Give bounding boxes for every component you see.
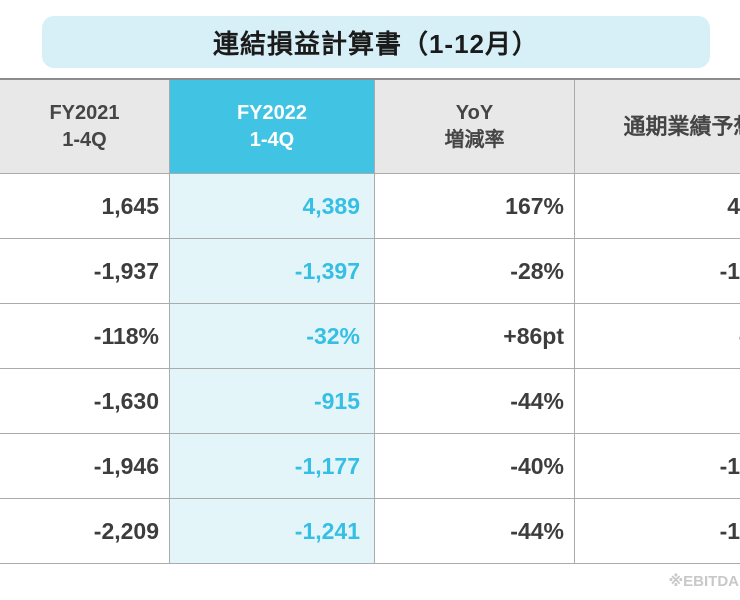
header-cell-fy2022: FY2022 1-4Q (170, 80, 375, 174)
table-cell-fy2022: -1,241 (170, 499, 375, 564)
table-cell-forecast: -1,54 (575, 239, 740, 304)
table-cell-yoy: +86pt (375, 304, 575, 369)
header-yoy-line1: YoY (455, 101, 494, 124)
header-fy2022-line1: FY2022 (236, 101, 308, 124)
header-cell-fy2021: FY2021 1-4Q (0, 80, 170, 174)
table-cell-forecast: 4,32 (575, 174, 740, 239)
table-cell-fy2021: -1,946 (0, 434, 170, 499)
table-grid: FY2021 1-4Q FY2022 1-4Q YoY 増減率 通期業績予想 1… (0, 80, 740, 564)
table-cell-forecast: -36 (575, 304, 740, 369)
header-cell-yoy: YoY 増減率 (375, 80, 575, 174)
table-cell-yoy: -28% (375, 239, 575, 304)
table-cell-fy2021: -2,209 (0, 499, 170, 564)
table-cell-fy2022: 4,389 (170, 174, 375, 239)
table-cell-fy2022: -915 (170, 369, 375, 434)
header-yoy-line2: 増減率 (444, 128, 505, 151)
header-fy2022-line2: 1-4Q (249, 128, 295, 151)
title-banner: 連結損益計算書（1-12月） (42, 16, 710, 68)
table-cell-fy2021: -1,937 (0, 239, 170, 304)
table-cell-fy2021: -118% (0, 304, 170, 369)
income-statement-table: FY2021 1-4Q FY2022 1-4Q YoY 増減率 通期業績予想 1… (0, 78, 740, 567)
table-cell-fy2022: -32% (170, 304, 375, 369)
header-forecast-line1: 通期業績予想 (623, 114, 740, 139)
footnote-ebitda: ※EBITDA (668, 573, 739, 590)
header-fy2021-line1: FY2021 (49, 101, 120, 124)
table-cell-fy2021: -1,630 (0, 369, 170, 434)
table-cell-yoy: -40% (375, 434, 575, 499)
table-cell-forecast (575, 369, 740, 434)
table-cell-forecast: -1,10 (575, 499, 740, 564)
table-cell-fy2021: 1,645 (0, 174, 170, 239)
table-cell-yoy: 167% (375, 174, 575, 239)
table-cell-forecast: -1,19 (575, 434, 740, 499)
table-cell-yoy: -44% (375, 369, 575, 434)
page-title: 連結損益計算書（1-12月） (212, 28, 540, 59)
table-cell-fy2022: -1,177 (170, 434, 375, 499)
header-fy2021-line2: 1-4Q (62, 128, 107, 151)
table-cell-fy2022: -1,397 (170, 239, 375, 304)
table-cell-yoy: -44% (375, 499, 575, 564)
header-cell-forecast: 通期業績予想 (575, 80, 740, 174)
